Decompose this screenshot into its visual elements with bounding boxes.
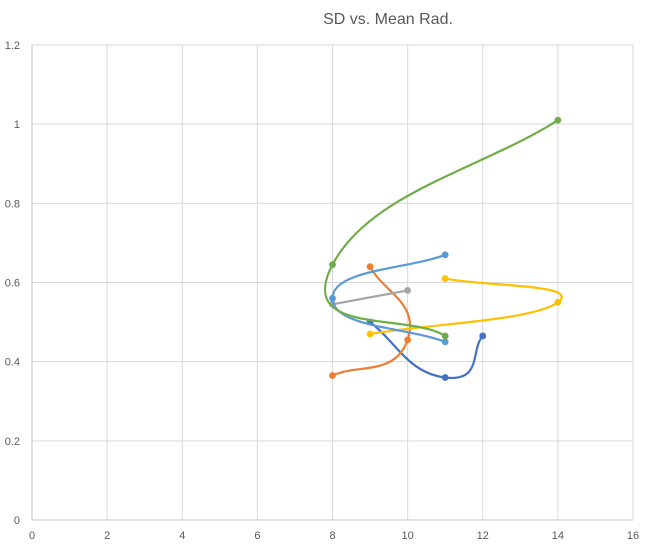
y-tick-label: 1.2: [5, 40, 20, 52]
y-tick-label: 1: [14, 119, 20, 131]
y-tick-label: 0.2: [5, 436, 20, 448]
data-point: [329, 372, 336, 379]
x-tick-label: 12: [477, 530, 489, 542]
x-tick-label: 14: [552, 530, 564, 542]
data-point: [479, 332, 487, 340]
y-tick-label: 0.4: [5, 357, 20, 369]
x-tick-label: 10: [402, 530, 414, 542]
data-point: [554, 116, 562, 124]
chart-title: SD vs. Mean Rad.: [323, 11, 453, 28]
series-line: [323, 119, 559, 338]
data-point: [404, 287, 412, 294]
x-tick-label: 0: [29, 530, 35, 542]
data-point: [441, 332, 449, 340]
series-3: [329, 287, 412, 308]
series-layer: [323, 116, 563, 381]
grid: [32, 44, 634, 520]
data-point: [366, 263, 374, 271]
data-point: [554, 298, 562, 306]
series-line: [331, 289, 409, 306]
y-tick-label: 0.6: [5, 278, 20, 290]
series-5: [329, 251, 449, 346]
tick-labels: 0 2 4 6 8 10 12 14 16 0 0.2 0.4 0.6 0.8 1 1.2: [5, 40, 639, 542]
data-point: [441, 251, 449, 259]
series-6: [323, 116, 562, 340]
x-tick-label: 6: [254, 530, 260, 542]
data-point: [404, 336, 412, 344]
data-point: [441, 338, 449, 346]
y-tick-label: 0: [14, 515, 20, 527]
x-tick-label: 4: [179, 530, 185, 542]
series-line: [368, 277, 563, 336]
x-tick-label: 2: [104, 530, 110, 542]
data-point: [329, 261, 336, 269]
data-point: [329, 294, 336, 302]
x-tick-label: 16: [627, 530, 639, 542]
data-point: [366, 330, 374, 338]
x-tick-label: 8: [329, 530, 335, 542]
series-2: [329, 263, 412, 379]
data-point: [441, 374, 449, 381]
data-point: [441, 275, 449, 282]
y-tick-label: 0.8: [5, 198, 20, 210]
axes: [31, 45, 633, 521]
series-4: [366, 275, 563, 338]
